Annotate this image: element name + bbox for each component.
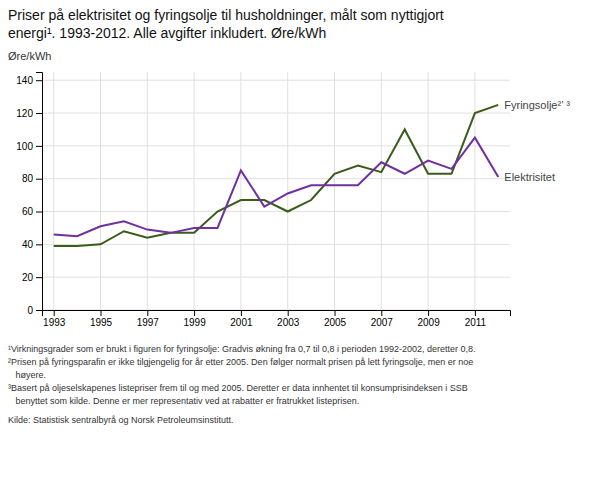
y-axis-title: Øre/kWh <box>8 50 51 62</box>
footnote: ¹Virkningsgrader som er brukt i figuren … <box>8 344 476 354</box>
y-tick: 60 <box>22 206 42 217</box>
y-tick-label: 0 <box>27 305 33 316</box>
x-tick: 1997 <box>137 310 160 328</box>
y-tick: 100 <box>16 141 42 152</box>
x-tick: 2007 <box>371 310 394 328</box>
y-tick-mark <box>36 146 42 147</box>
y-tick-mark <box>36 113 42 114</box>
footnote: ³Basert på oljeselskapenes listepriser f… <box>8 383 468 393</box>
plot-area <box>54 105 499 246</box>
x-tick-label: 2009 <box>417 317 440 328</box>
y-tick-mark <box>36 179 42 180</box>
x-tick-label: 2003 <box>277 317 300 328</box>
y-tick-mark <box>36 277 42 278</box>
series-label: Fyringsolje²’ ³ <box>504 99 570 111</box>
y-axis-line <box>36 73 43 311</box>
y-tick-label: 40 <box>22 239 34 250</box>
grid-line-x <box>287 72 288 310</box>
y-tick-mark <box>36 310 42 311</box>
x-tick-mark <box>241 310 242 316</box>
grid-line-x <box>53 72 54 310</box>
x-axis: 1993 1995 1997 1999 2001 2003 2005 2007 2009 2011 <box>43 310 511 328</box>
title: energi¹. 1993-2012. Alle avgifter inklud… <box>8 25 326 41</box>
x-tick-label: 1997 <box>137 317 160 328</box>
x-tick-label: 2007 <box>371 317 394 328</box>
grid-line-x <box>147 72 148 310</box>
grid-line-y <box>42 211 510 212</box>
x-tick: 2001 <box>230 310 253 328</box>
y-axis: 0 20 40 60 80 100 120 140 <box>16 73 42 316</box>
y-tick: 120 <box>16 108 42 119</box>
x-tick-mark <box>288 310 289 316</box>
x-tick-mark <box>335 310 336 316</box>
grid-line-y <box>42 80 510 81</box>
y-tick: 140 <box>16 75 42 86</box>
series-line <box>54 105 499 246</box>
x-tick-mark <box>381 310 382 316</box>
grid-line-x <box>334 72 335 310</box>
grid-line-y <box>42 178 510 179</box>
footnote: høyere. <box>8 370 46 380</box>
x-axis-line <box>43 311 511 317</box>
grid-line-y <box>42 277 510 278</box>
grid-line-y <box>42 244 510 245</box>
x-tick-label: 2011 <box>465 317 487 328</box>
y-tick-label: 20 <box>22 272 34 283</box>
x-tick-label: 2001 <box>230 317 253 328</box>
chart: 1993 1995 1997 1999 2001 2003 2005 2007 2009 2011… <box>0 0 610 488</box>
grid-line-x <box>381 72 382 310</box>
grid-line-x <box>428 72 429 310</box>
grid <box>42 72 510 310</box>
x-tick-mark <box>194 310 195 316</box>
series-labels: Fyringsolje²’ ³ Elektrisitet <box>504 99 570 183</box>
x-tick-mark <box>54 310 55 316</box>
x-tick: 2009 <box>417 310 440 328</box>
x-tick-label: 1999 <box>183 317 206 328</box>
y-tick: 20 <box>22 272 42 283</box>
x-tick-mark <box>101 310 102 316</box>
x-tick: 2011 <box>465 310 487 328</box>
y-tick-label: 100 <box>16 141 33 152</box>
x-tick-label: 2005 <box>324 317 347 328</box>
y-tick-mark <box>36 80 42 81</box>
series-label: Elektrisitet <box>504 171 555 183</box>
y-tick: 40 <box>22 239 42 250</box>
y-tick: 80 <box>22 173 42 184</box>
grid-line-x <box>474 72 475 310</box>
grid-line-x <box>100 72 101 310</box>
y-tick-label: 140 <box>16 75 33 86</box>
grid-line-x <box>194 72 195 310</box>
grid-line-x <box>240 72 241 310</box>
x-tick-label: 1995 <box>90 317 113 328</box>
x-tick: 1993 <box>43 310 66 328</box>
x-tick-mark <box>475 310 476 316</box>
background <box>0 0 610 488</box>
y-tick: 0 <box>27 305 42 316</box>
grid-line-y <box>42 113 510 114</box>
x-tick-mark <box>147 310 148 316</box>
y-tick-mark <box>36 244 42 245</box>
source: Kilde: Statistisk sentralbyrå og Norsk P… <box>8 415 234 425</box>
y-tick-mark <box>36 212 42 213</box>
y-tick-label: 60 <box>22 206 34 217</box>
x-tick: 1999 <box>183 310 206 328</box>
footnote: benyttet som kilde. Denne er mer represe… <box>8 396 359 406</box>
grid-line-y <box>42 145 510 146</box>
y-tick-label: 120 <box>16 108 33 119</box>
footnote: ²Prisen på fyringsparafin er ikke tilgje… <box>8 357 473 367</box>
x-tick: 2005 <box>324 310 347 328</box>
x-tick: 1995 <box>90 310 113 328</box>
y-tick-label: 80 <box>22 173 34 184</box>
x-tick-mark <box>428 310 429 316</box>
series-line <box>54 138 499 236</box>
x-tick-label: 1993 <box>43 317 66 328</box>
x-tick: 2003 <box>277 310 300 328</box>
title: Priser på elektrisitet og fyringsolje ti… <box>8 7 444 23</box>
